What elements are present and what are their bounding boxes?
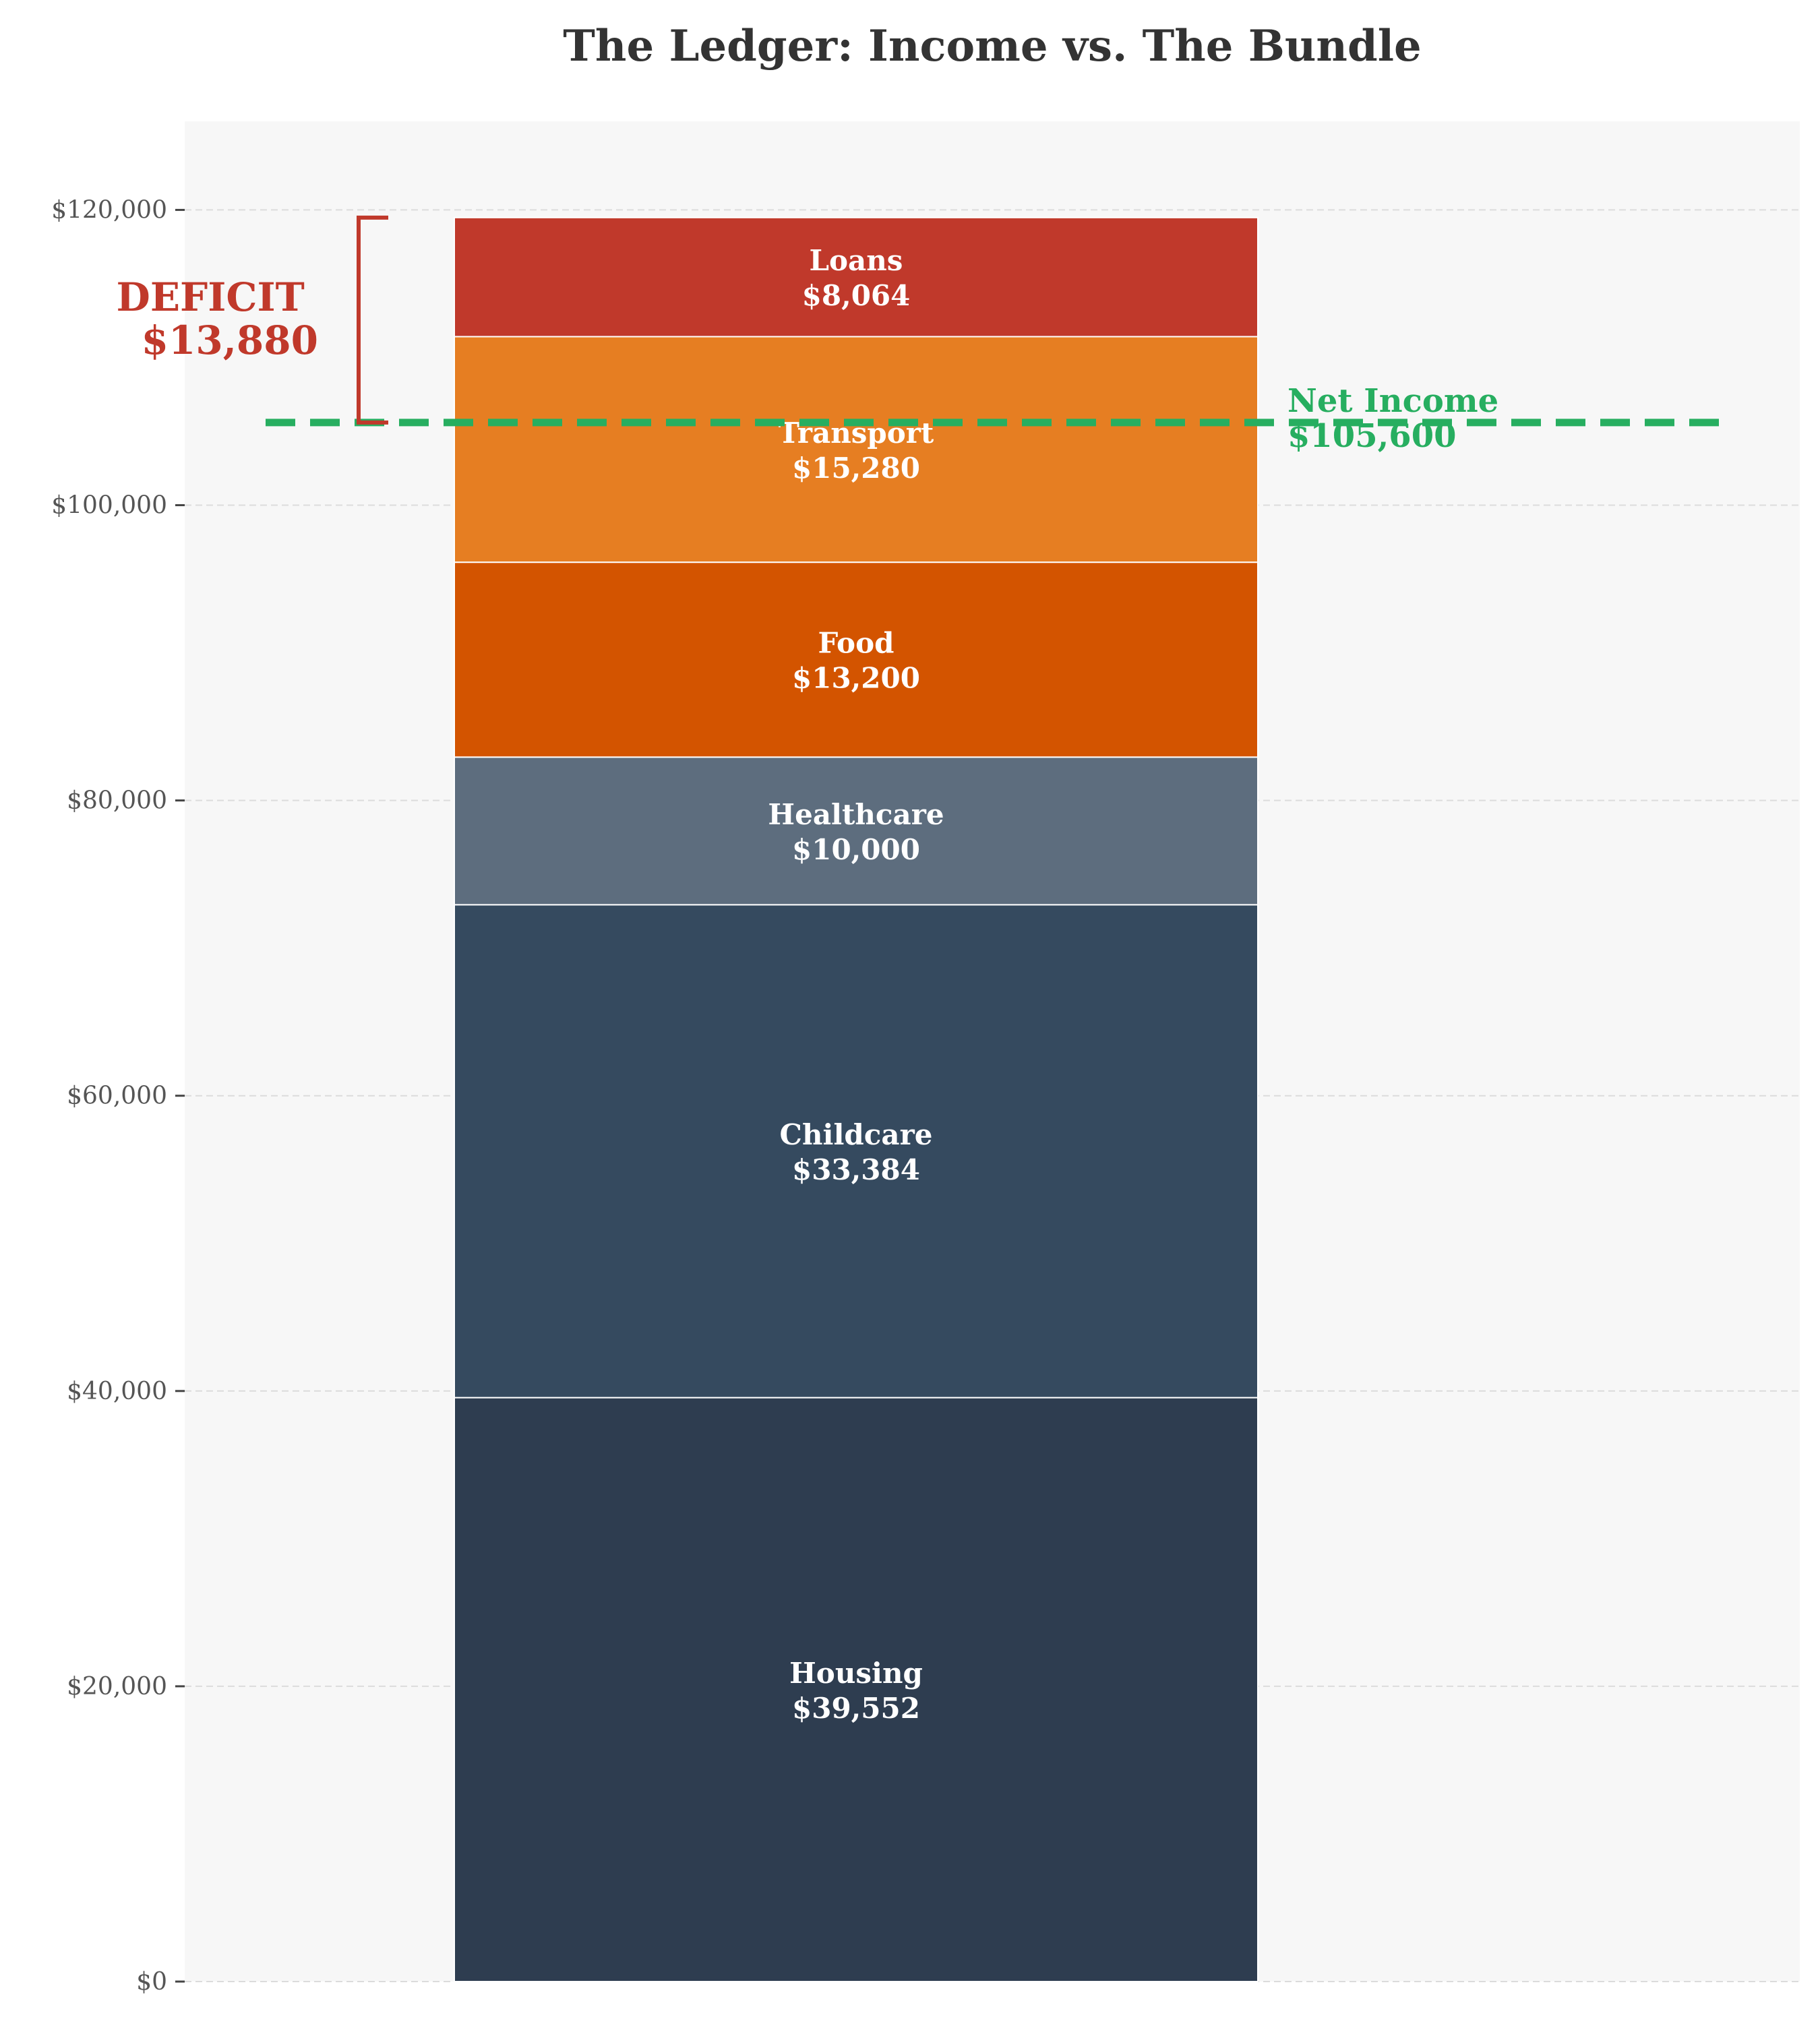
y-tick-label: $120,000 bbox=[51, 196, 167, 224]
bar-segment-childcare bbox=[454, 904, 1258, 1399]
y-tick-label: $0 bbox=[136, 1968, 167, 1996]
bar-stack bbox=[454, 216, 1258, 1982]
deficit-label-name: DEFICIT bbox=[117, 274, 305, 320]
bar-segment-loans bbox=[454, 216, 1258, 338]
y-tick-label: $40,000 bbox=[67, 1378, 167, 1405]
segment-value-transport: $15,280 bbox=[792, 452, 920, 485]
bar-segment-healthcare bbox=[454, 756, 1258, 906]
y-tick-label: $100,000 bbox=[51, 492, 167, 520]
segment-name-food: Food bbox=[818, 627, 894, 660]
deficit-label: DEFICIT $13,880 bbox=[117, 274, 318, 363]
net-income-label: Net Income $105,600 bbox=[1287, 382, 1510, 455]
segment-name-healthcare: Healthcare bbox=[768, 798, 944, 831]
bar-segment-housing bbox=[454, 1397, 1258, 1982]
bar-segment-transport bbox=[454, 336, 1258, 563]
bar-segment-food bbox=[454, 561, 1258, 758]
deficit-bracket bbox=[357, 215, 388, 425]
y-axis: $0 $20,000 $40,000 $60,000 $80,000 $100,000 $1… bbox=[51, 196, 185, 1996]
segment-name-childcare: Childcare bbox=[780, 1118, 933, 1151]
chart-title: The Ledger: Income vs. The Bundle bbox=[563, 21, 1421, 71]
segment-value-housing: $39,552 bbox=[792, 1692, 920, 1725]
segment-value-food: $13,200 bbox=[792, 662, 920, 695]
net-income-label-value: $105,600 bbox=[1287, 417, 1457, 455]
y-tick-label: $20,000 bbox=[67, 1673, 167, 1701]
segment-name-loans: Loans bbox=[810, 244, 903, 277]
deficit-label-value: $13,880 bbox=[142, 317, 318, 363]
y-tick-label: $60,000 bbox=[67, 1082, 167, 1110]
segment-value-healthcare: $10,000 bbox=[792, 833, 920, 866]
net-income-reference: Net Income $105,600 bbox=[266, 382, 1719, 455]
segment-value-childcare: $33,384 bbox=[792, 1153, 920, 1186]
segment-name-housing: Housing bbox=[789, 1657, 923, 1690]
deficit-annotation: DEFICIT $13,880 bbox=[117, 215, 388, 425]
segment-value-loans: $8,064 bbox=[802, 279, 911, 312]
y-tick-label: $80,000 bbox=[67, 787, 167, 815]
net-income-label-name: Net Income bbox=[1287, 382, 1498, 420]
